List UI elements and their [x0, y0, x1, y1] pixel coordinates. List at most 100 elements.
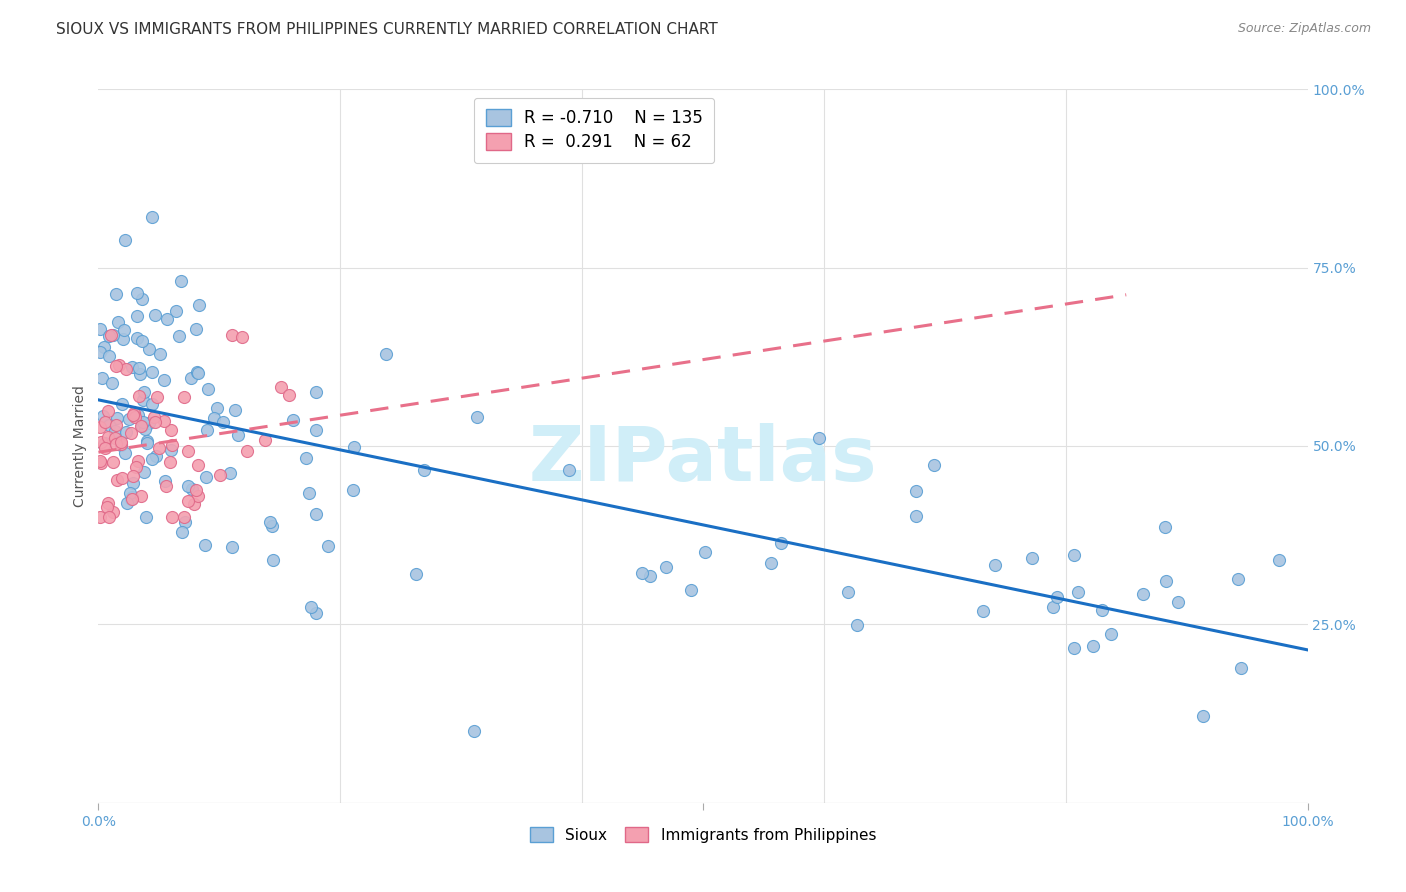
- Point: [105, 436, 128, 450]
- Point: [205, 401, 228, 415]
- Point: [299, 599, 322, 614]
- Point: [93, 340, 115, 354]
- Point: [1229, 660, 1251, 674]
- Point: [101, 455, 124, 469]
- Point: [132, 415, 155, 429]
- Point: [143, 308, 166, 322]
- Point: [277, 388, 299, 402]
- Point: [1063, 641, 1085, 656]
- Point: [90, 456, 112, 470]
- Point: [905, 509, 928, 524]
- Point: [316, 539, 339, 553]
- Point: [110, 437, 132, 451]
- Point: [412, 462, 434, 476]
- Point: [128, 361, 150, 376]
- Point: [128, 389, 150, 403]
- Point: [655, 560, 678, 574]
- Point: [131, 418, 153, 433]
- Point: [94, 441, 117, 455]
- Point: [922, 458, 945, 473]
- Point: [236, 444, 259, 458]
- Point: [114, 446, 136, 460]
- Point: [343, 440, 366, 454]
- Point: [195, 423, 218, 437]
- Point: [972, 604, 994, 618]
- Point: [114, 233, 136, 247]
- Point: [97, 404, 120, 418]
- Point: [281, 412, 304, 426]
- Point: [1091, 603, 1114, 617]
- Point: [1046, 591, 1069, 605]
- Point: [111, 397, 134, 411]
- Point: [194, 470, 217, 484]
- Point: [96, 500, 118, 514]
- Point: [121, 359, 143, 374]
- Point: [173, 510, 195, 524]
- Point: [145, 449, 167, 463]
- Point: [638, 569, 661, 583]
- Point: [904, 483, 927, 498]
- Point: [262, 553, 284, 567]
- Point: [132, 392, 155, 407]
- Point: [253, 433, 276, 447]
- Text: Source: ZipAtlas.com: Source: ZipAtlas.com: [1237, 22, 1371, 36]
- Legend: Sioux, Immigrants from Philippines: Sioux, Immigrants from Philippines: [524, 821, 882, 848]
- Point: [160, 438, 183, 452]
- Point: [103, 431, 125, 445]
- Point: [231, 330, 253, 344]
- Point: [305, 423, 328, 437]
- Point: [159, 455, 181, 469]
- Y-axis label: Currently Married: Currently Married: [73, 385, 87, 507]
- Point: [186, 366, 208, 380]
- Point: [153, 474, 176, 488]
- Point: [152, 414, 174, 428]
- Point: [97, 349, 120, 363]
- Point: [846, 617, 869, 632]
- Point: [1099, 626, 1122, 640]
- Point: [104, 359, 127, 373]
- Point: [295, 450, 318, 465]
- Point: [127, 286, 149, 301]
- Point: [145, 390, 167, 404]
- Point: [1268, 553, 1291, 567]
- Point: [170, 274, 193, 288]
- Point: [342, 483, 364, 497]
- Point: [141, 211, 163, 225]
- Point: [89, 322, 111, 336]
- Point: [183, 497, 205, 511]
- Point: [100, 328, 122, 343]
- Point: [1081, 639, 1104, 653]
- Point: [219, 466, 242, 480]
- Point: [211, 415, 233, 429]
- Point: [98, 510, 121, 524]
- Point: [103, 506, 125, 520]
- Point: [97, 430, 120, 444]
- Point: [142, 410, 165, 425]
- Point: [221, 328, 243, 343]
- Point: [184, 483, 207, 498]
- Point: [120, 425, 142, 440]
- Point: [91, 371, 114, 385]
- Point: [1154, 574, 1177, 588]
- Point: [104, 287, 127, 301]
- Point: [132, 385, 155, 400]
- Point: [173, 516, 195, 530]
- Text: ZIPatlas: ZIPatlas: [529, 424, 877, 497]
- Point: [121, 491, 143, 506]
- Point: [98, 329, 121, 343]
- Point: [110, 438, 132, 452]
- Point: [112, 332, 135, 346]
- Point: [160, 510, 183, 524]
- Point: [90, 435, 112, 450]
- Point: [127, 408, 149, 422]
- Point: [118, 412, 141, 426]
- Point: [221, 540, 243, 554]
- Point: [136, 434, 159, 449]
- Point: [129, 490, 152, 504]
- Point: [305, 508, 328, 522]
- Point: [122, 468, 145, 483]
- Point: [138, 416, 160, 430]
- Point: [1067, 585, 1090, 599]
- Point: [122, 406, 145, 420]
- Point: [1063, 548, 1085, 562]
